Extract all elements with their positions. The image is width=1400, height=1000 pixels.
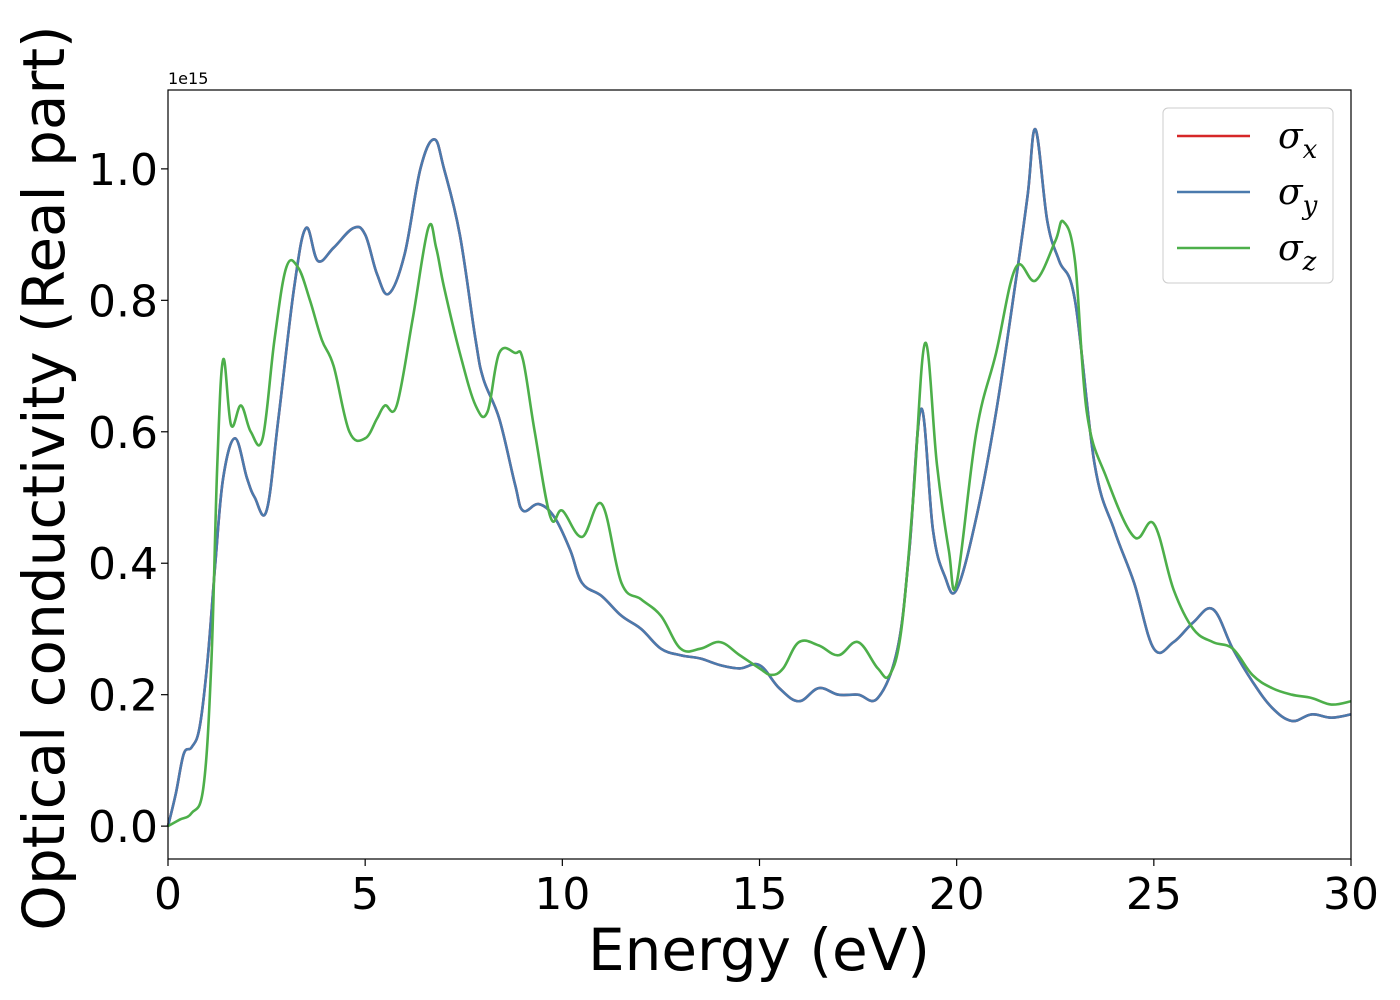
x-axis-title: Energy (eV) [588, 916, 930, 984]
series-lines [166, 128, 1352, 828]
x-tick-label: 15 [732, 869, 788, 920]
y-tick-label: 0.8 [88, 276, 158, 327]
y-tick-label: 0.2 [88, 671, 158, 722]
series-line-σz [167, 219, 1352, 828]
legend-label-x: σx [1278, 116, 1318, 165]
y-axis-offset-label: 1e15 [168, 69, 208, 88]
x-tick-label: 10 [534, 869, 590, 920]
x-tick-label: 25 [1126, 869, 1182, 920]
y-tick-label: 0.6 [88, 408, 158, 459]
y-tick-label: 0.0 [88, 802, 158, 853]
x-tick-label: 20 [929, 869, 985, 920]
x-tick-label: 30 [1323, 869, 1379, 920]
y-axis-title: Optical conductivity (Real part) [10, 25, 78, 930]
x-tick-label: 5 [351, 869, 379, 920]
legend-box [1162, 107, 1334, 284]
y-tick-label: 0.4 [88, 539, 158, 590]
x-tick-label: 0 [154, 869, 182, 920]
y-tick-label: 1.0 [88, 145, 158, 196]
axis-ticks: 0 5 10 15 20 25 30 0.0 0.2 0.4 0.6 0.8 1.0 [88, 145, 1379, 920]
